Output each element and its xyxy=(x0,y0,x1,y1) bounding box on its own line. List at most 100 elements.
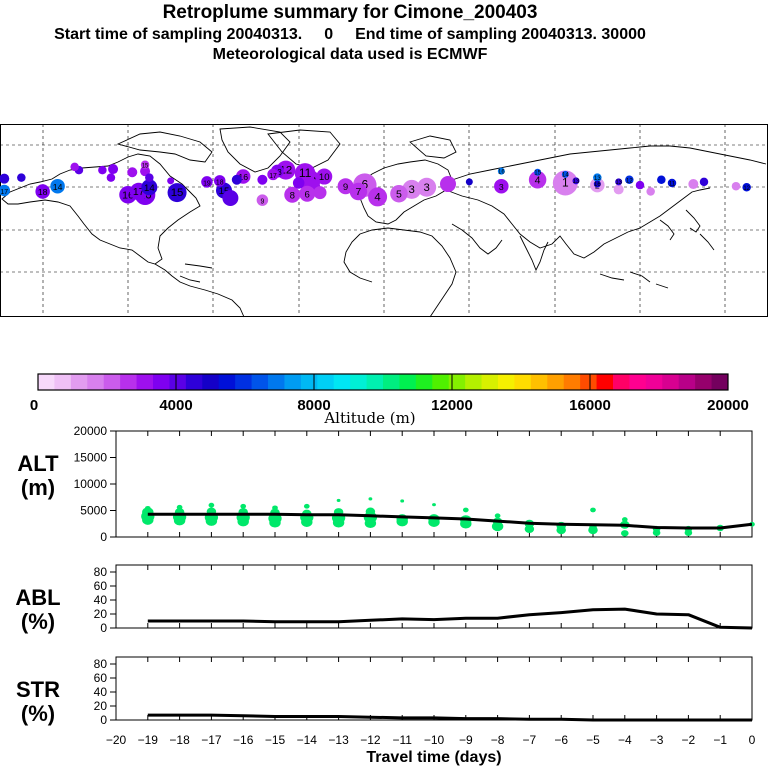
plume-point xyxy=(106,173,116,182)
colorbar-cell xyxy=(547,374,565,390)
colorbar-cell xyxy=(38,374,55,390)
scatter-point xyxy=(432,503,436,507)
colorbar-cell xyxy=(350,374,368,390)
plume-point-label: 16 xyxy=(122,189,134,201)
plume-point-label: 9 xyxy=(343,182,348,193)
scatter-point xyxy=(590,507,596,513)
plume-point xyxy=(593,180,601,188)
y-tick-label: 40 xyxy=(94,593,108,607)
x-tick-label: −9 xyxy=(459,733,473,747)
start-time-label: Start time of sampling 20040313. xyxy=(54,26,303,43)
scatter-point xyxy=(176,504,183,510)
plume-points: 1610111612433157541617109141586163214181… xyxy=(0,160,751,207)
y-tick-label: 80 xyxy=(94,565,108,579)
scatter-point xyxy=(621,517,628,522)
plume-point-label: 15 xyxy=(171,187,184,199)
colorbar-cell xyxy=(103,374,121,390)
colorbar-cell xyxy=(629,374,647,390)
x-tick-label: 0 xyxy=(749,733,756,747)
plume-point-label: 15 xyxy=(219,186,230,197)
plume-point xyxy=(368,187,388,207)
plume-point xyxy=(699,177,709,187)
x-tick-label: −12 xyxy=(360,733,381,747)
series-line xyxy=(147,607,753,630)
plume-point-label: 13 xyxy=(573,179,580,185)
plume-point xyxy=(613,184,624,195)
plume-point-label: 14 xyxy=(144,183,155,194)
series-line xyxy=(147,512,753,530)
plume-point-label: 11 xyxy=(299,166,312,180)
x-tick-label: −2 xyxy=(682,733,696,747)
colorbar-cell xyxy=(54,374,72,390)
x-tick-label: −7 xyxy=(523,733,537,747)
plume-point xyxy=(50,178,65,194)
panel-title: ALT xyxy=(17,451,59,476)
plume-point-label: 16 xyxy=(498,169,505,175)
colorbar-tick-label: 16000 xyxy=(569,397,611,414)
plume-point xyxy=(534,168,542,176)
colorbar-cell xyxy=(300,374,318,390)
colorbar-tick-label: 20000 xyxy=(707,397,749,414)
colorbar-cell xyxy=(333,374,351,390)
x-tick-label: −5 xyxy=(586,733,600,747)
x-tick-label: −19 xyxy=(138,733,159,747)
plume-point-label: 14 xyxy=(562,172,569,178)
colorbar-cell xyxy=(432,374,450,390)
scatter-point xyxy=(400,499,405,503)
y-tick-label: 40 xyxy=(94,685,108,699)
x-tick-label: −6 xyxy=(554,733,568,747)
scatter-point xyxy=(368,497,373,501)
plume-point xyxy=(167,177,175,185)
plume-point xyxy=(561,170,569,178)
plume-point-label: 10 xyxy=(319,172,330,183)
plume-point xyxy=(646,187,655,196)
scatter-point xyxy=(494,513,501,519)
panel-title: STR xyxy=(16,677,60,702)
colorbar-cell xyxy=(218,374,236,390)
panel-unit: (%) xyxy=(21,701,55,726)
colorbar-cell xyxy=(580,374,598,390)
colorbar-cell xyxy=(383,374,400,390)
colorbar-cell xyxy=(185,374,203,390)
plume-point xyxy=(313,186,327,200)
colorbar-tick-label: 4000 xyxy=(159,397,192,414)
plume-point xyxy=(440,176,456,193)
plume-point xyxy=(390,184,408,203)
plume-point xyxy=(688,179,699,190)
plume-point xyxy=(201,176,213,188)
plume-point-label: 6 xyxy=(305,189,310,200)
colorbar-cell xyxy=(465,374,483,390)
plume-point-label: 9 xyxy=(260,199,264,206)
y-tick-label: 15000 xyxy=(74,451,108,465)
plume-point-label: 13 xyxy=(615,180,622,186)
y-tick-label: 80 xyxy=(94,657,108,671)
plume-point xyxy=(572,177,580,185)
plume-point xyxy=(141,179,158,196)
plume-point-label: 11 xyxy=(669,182,676,188)
met-data-label: Meteorological data used is ECMWF xyxy=(212,46,488,63)
x-tick-label: −18 xyxy=(169,733,190,747)
x-tick-label: −3 xyxy=(650,733,664,747)
plume-point-label: 4 xyxy=(374,192,380,204)
plume-point xyxy=(257,174,268,185)
plume-point xyxy=(140,166,151,177)
scatter-point xyxy=(336,498,341,503)
x-tick-label: −1 xyxy=(713,733,727,747)
plume-point xyxy=(299,185,316,202)
colorbar-cell xyxy=(251,374,269,390)
plume-point xyxy=(667,178,677,188)
scatter-point xyxy=(621,530,629,537)
plume-point-label: 17 xyxy=(269,173,277,180)
plume-point-label: 8 xyxy=(290,190,295,201)
scatter-point xyxy=(462,507,469,513)
plume-point xyxy=(337,178,354,195)
y-tick-label: 20000 xyxy=(74,424,108,438)
y-tick-label: 0 xyxy=(100,530,107,544)
panel-unit: (m) xyxy=(21,475,55,500)
plume-point xyxy=(267,168,279,181)
plume-point-label: 17 xyxy=(0,189,8,196)
plume-point xyxy=(731,181,741,191)
plume-point-label: 12 xyxy=(743,186,750,192)
plume-point-label: 4 xyxy=(535,174,541,186)
